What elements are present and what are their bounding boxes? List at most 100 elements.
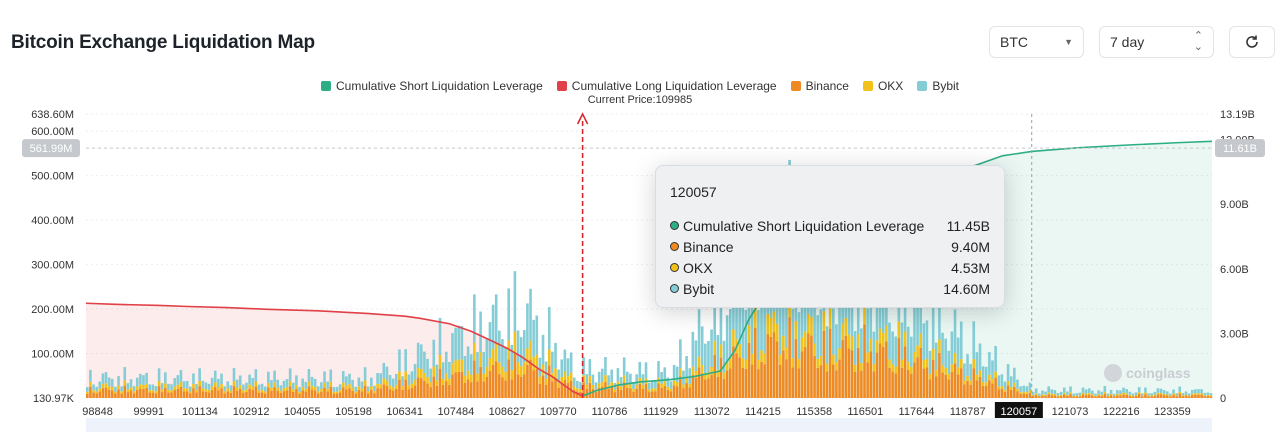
liquidation-bar — [307, 381, 311, 387]
liquidation-bar — [298, 391, 301, 394]
liquidation-bar — [466, 370, 470, 380]
liquidation-bar — [825, 363, 829, 372]
liquidation-bar — [469, 374, 473, 383]
liquidation-bar — [485, 339, 489, 367]
liquidation-bar — [947, 379, 951, 398]
legend-label: Binance — [805, 79, 849, 93]
liquidation-bar — [953, 353, 957, 364]
liquidation-bar — [554, 368, 557, 378]
liquidation-bar — [685, 356, 688, 378]
liquidation-bar — [844, 335, 848, 398]
liquidation-bar — [460, 359, 464, 372]
liquidation-bar — [341, 387, 345, 398]
liquidation-bar — [682, 384, 685, 389]
liquidation-bar — [416, 368, 420, 378]
liquidation-bar — [551, 381, 554, 398]
liquidation-bar — [791, 367, 795, 398]
liquidation-bar — [323, 387, 326, 398]
liquidation-bar — [282, 380, 286, 389]
liquidation-bar — [198, 386, 201, 398]
legend-item-bybit[interactable]: Bybit — [917, 79, 959, 93]
liquidation-bar — [126, 383, 130, 390]
liquidation-bar — [647, 392, 651, 398]
liquidation-bar — [332, 387, 336, 392]
tooltip-label: OKX — [683, 259, 713, 276]
liquidation-bar — [1003, 381, 1007, 390]
legend-item-binance[interactable]: Binance — [790, 79, 849, 93]
liquidation-bar — [157, 368, 161, 382]
liquidation-bar — [994, 371, 997, 379]
liquidation-bar — [963, 384, 966, 398]
liquidation-bar — [625, 387, 629, 398]
liquidation-bar — [535, 354, 539, 369]
liquidation-bar — [572, 377, 576, 387]
tooltip-label: Bybit — [683, 280, 715, 297]
liquidation-bar — [850, 350, 854, 398]
liquidation-bar — [529, 340, 532, 360]
liquidation-bar — [404, 379, 407, 398]
liquidation-bar — [704, 343, 707, 374]
range-slider[interactable] — [86, 418, 1212, 432]
legend-item-long[interactable]: Cumulative Long Liquidation Leverage — [556, 79, 777, 93]
liquidation-bar — [956, 367, 960, 375]
refresh-button[interactable] — [1229, 26, 1275, 58]
liquidation-bar — [519, 337, 523, 367]
liquidation-bar — [413, 379, 417, 386]
liquidation-bar — [488, 370, 492, 398]
liquidation-bar — [488, 357, 492, 371]
liquidation-bar — [114, 391, 117, 394]
liquidation-bar — [1187, 393, 1191, 396]
liquidation-bar — [332, 393, 336, 398]
liquidation-bar — [267, 387, 270, 398]
liquidation-bar — [594, 382, 598, 390]
legend-label: Cumulative Long Liquidation Leverage — [571, 79, 777, 93]
liquidation-bar — [610, 386, 613, 398]
liquidation-bar — [192, 388, 195, 398]
liquidation-bar — [448, 378, 451, 385]
liquidation-bar — [463, 375, 467, 383]
liquidation-bar — [139, 373, 142, 385]
liquidation-bar — [1022, 385, 1026, 392]
liquidation-bar — [176, 384, 180, 389]
liquidation-bar — [1137, 392, 1141, 394]
liquidation-bar — [1038, 393, 1041, 396]
liquidation-bar — [432, 366, 436, 377]
liquidation-bar — [1044, 394, 1047, 396]
liquidation-bar — [579, 389, 582, 392]
liquidation-bar — [132, 386, 136, 392]
liquidation-bar — [757, 310, 760, 360]
range-select[interactable]: 7 day ⌃ ⌄ — [1099, 26, 1214, 58]
chevron-down-icon: ▼ — [1064, 37, 1073, 47]
liquidation-bar — [198, 368, 201, 382]
liquidation-bar — [1044, 391, 1047, 395]
liquidation-bar — [232, 380, 236, 387]
liquidation-bar — [541, 364, 545, 376]
liquidation-bar — [860, 328, 863, 364]
legend-item-okx[interactable]: OKX — [862, 79, 903, 93]
liquidation-bar — [313, 378, 317, 388]
liquidation-bar — [135, 389, 139, 398]
liquidation-bar — [1137, 387, 1141, 393]
y-left-marker-badge — [22, 139, 80, 158]
liquidation-bar — [463, 355, 467, 376]
liquidation-bar — [444, 381, 448, 398]
liquidation-bar — [953, 309, 957, 354]
coin-select[interactable]: BTC ▼ — [989, 26, 1084, 58]
liquidation-bar — [822, 311, 826, 331]
liquidation-bar — [654, 391, 657, 398]
liquidation-bar — [828, 328, 832, 398]
liquidation-bar — [220, 384, 223, 389]
liquidation-bar — [601, 368, 604, 382]
legend-item-short[interactable]: Cumulative Short Liquidation Leverage — [320, 79, 543, 93]
liquidation-bar — [366, 386, 370, 392]
liquidation-bar — [778, 354, 782, 365]
liquidation-bar — [1100, 395, 1104, 398]
liquidation-bar — [129, 390, 133, 398]
liquidation-bar — [610, 369, 613, 383]
liquidation-bar — [1009, 387, 1013, 390]
y-right-tick-label: 13.19B — [1220, 109, 1255, 121]
liquidation-bar — [894, 366, 898, 374]
liquidation-bar — [785, 283, 788, 348]
liquidation-bar — [229, 392, 233, 398]
liquidation-bar — [179, 382, 183, 387]
